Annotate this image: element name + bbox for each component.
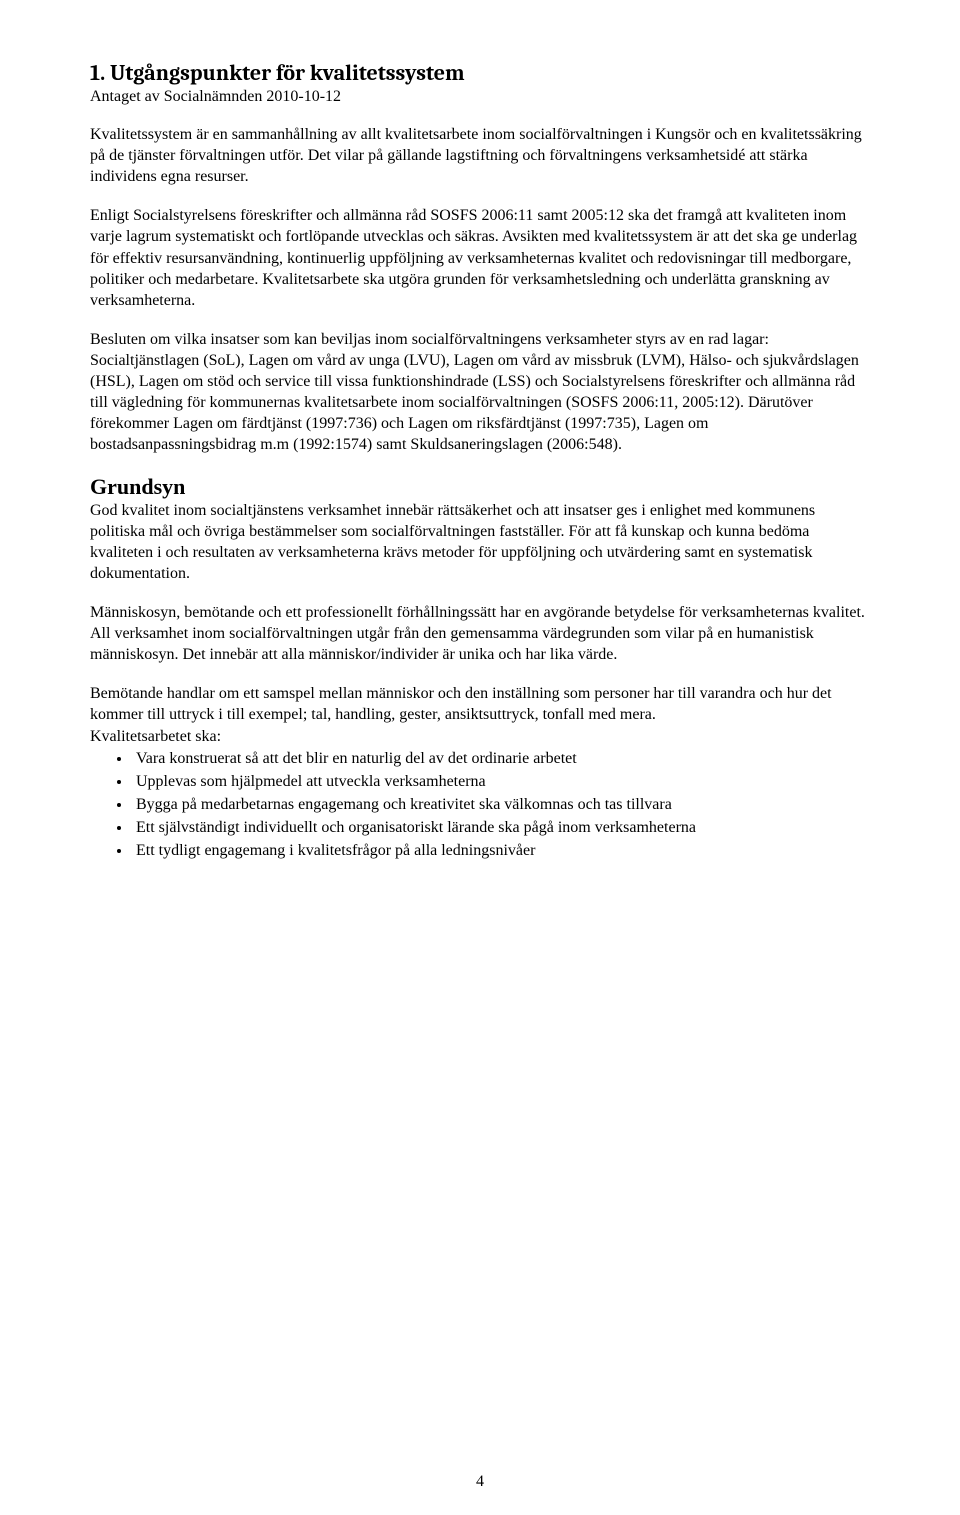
list-item: Ett självständigt individuellt och organ… [132,817,870,838]
adopted-by-line: Antaget av Socialnämnden 2010-10-12 [90,88,870,106]
paragraph-grundsyn-3: Bemötande handlar om ett samspel mellan … [90,683,870,725]
page-number: 4 [0,1473,960,1491]
list-item: Upplevas som hjälpmedel att utveckla ver… [132,771,870,792]
bullet-list-label: Kvalitetsarbetet ska: [90,728,870,746]
paragraph-grundsyn-1: God kvalitet inom socialtjänstens verksa… [90,500,870,584]
section-heading-1: 1. Utgångspunkter för kvalitetssystem [90,60,870,86]
bullet-list: Vara konstruerat så att det blir en natu… [90,748,870,862]
document-page: 1. Utgångspunkter för kvalitetssystem An… [0,0,960,1515]
paragraph-intro-3: Besluten om vilka insatser som kan bevil… [90,329,870,456]
paragraph-intro-2: Enligt Socialstyrelsens föreskrifter och… [90,205,870,311]
paragraph-intro-1: Kvalitetssystem är en sammanhållning av … [90,124,870,187]
list-item: Bygga på medarbetarnas engagemang och kr… [132,794,870,815]
list-item: Vara konstruerat så att det blir en natu… [132,748,870,769]
list-item: Ett tydligt engagemang i kvalitetsfrågor… [132,840,870,861]
section-heading-grundsyn: Grundsyn [90,474,185,499]
paragraph-grundsyn-2: Människosyn, bemötande och ett professio… [90,602,870,665]
